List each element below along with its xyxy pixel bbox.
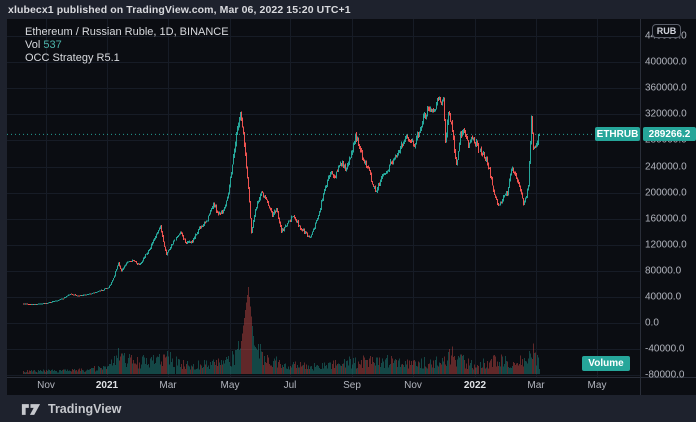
strategy-label: OCC Strategy R5.1: [25, 52, 120, 64]
volume-legend-row: Vol 537: [25, 39, 229, 51]
price-axis-label: 160000.0: [645, 213, 687, 225]
chart-legend: Ethereum / Russian Ruble, 1D, BINANCE Vo…: [25, 26, 229, 65]
candlestick-chart[interactable]: [7, 19, 696, 395]
volume-value: 537: [43, 39, 62, 51]
price-axis-label: 320000.0: [645, 108, 687, 120]
tradingview-logo-text: TradingView: [48, 402, 122, 416]
volume-pane-badge: Volume: [582, 356, 630, 371]
price-axis-label: 80000.0: [645, 265, 682, 277]
tradingview-logo[interactable]: TradingView: [21, 400, 121, 418]
price-axis-label: 0.0: [645, 317, 659, 329]
time-axis-label: Sep: [343, 380, 361, 391]
time-axis-label: May: [587, 380, 607, 391]
price-axis-label: 200000.0: [645, 187, 687, 199]
last-price-flag: 289266.2: [643, 127, 696, 142]
time-axis-label: Jul: [283, 380, 297, 391]
chart-panel: Ethereum / Russian Ruble, 1D, BINANCE Vo…: [7, 19, 696, 395]
price-axis-label: 120000.0: [645, 239, 687, 251]
attribution-text: xlubecx1 published on TradingView.com, M…: [8, 4, 351, 16]
time-axis-label: Mar: [159, 380, 177, 391]
price-axis-label: 240000.0: [645, 161, 687, 172]
price-axis-label: -40000.0: [645, 343, 685, 355]
volume-label: Vol: [25, 39, 41, 51]
price-axis-label: 360000.0: [645, 82, 687, 94]
time-axis-label: 2022: [463, 380, 487, 391]
tradingview-logo-icon: [21, 403, 41, 415]
price-axis-label: -80000.0: [645, 369, 685, 381]
symbol-price-flag: ETHRUB: [595, 127, 640, 142]
time-axis-label: Nov: [37, 380, 55, 391]
time-axis-label: May: [220, 380, 240, 391]
currency-toggle-button[interactable]: RUB: [652, 24, 681, 38]
time-axis-label: Nov: [404, 380, 422, 391]
price-axis-label: 40000.0: [645, 291, 682, 303]
time-axis-label: Mar: [527, 380, 545, 391]
time-axis-label: 2021: [95, 380, 119, 391]
attribution-bar: xlubecx1 published on TradingView.com, M…: [8, 2, 351, 18]
symbol-title: Ethereum / Russian Ruble, 1D, BINANCE: [25, 26, 229, 38]
price-axis-label: 400000.0: [645, 56, 687, 68]
